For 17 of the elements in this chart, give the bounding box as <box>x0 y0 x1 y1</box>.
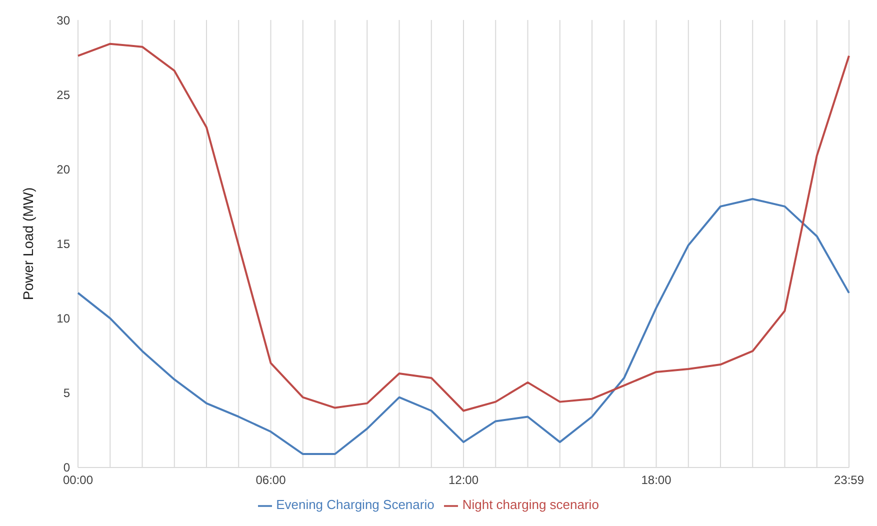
y-tick-label: 0 <box>63 460 70 475</box>
x-tick-label: 18:00 <box>641 472 672 487</box>
legend-label: Evening Charging Scenario <box>276 497 434 512</box>
line-series <box>77 42 850 412</box>
x-tick-label: 00:00 <box>62 472 94 487</box>
y-tick-label: 25 <box>56 88 70 102</box>
line-series <box>77 198 850 456</box>
y-tick-label: 30 <box>56 13 70 28</box>
y-axis-title: Power Load (MW) <box>20 187 36 300</box>
y-tick-label: 20 <box>56 162 70 176</box>
y-tick-label: 15 <box>56 236 70 251</box>
y-tick-label: 10 <box>56 312 70 326</box>
x-tick-label: 06:00 <box>256 472 286 487</box>
y-tick-label: 5 <box>63 386 70 400</box>
legend-label: Night charging scenario <box>462 497 599 512</box>
x-tick-label: 12:00 <box>448 472 479 487</box>
x-tick-label: 23:59 <box>834 472 864 487</box>
